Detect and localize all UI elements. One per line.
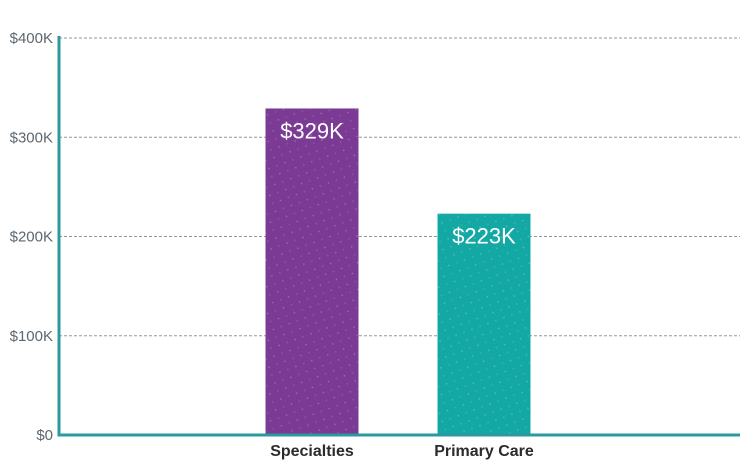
bar-texture-specialties <box>265 108 359 435</box>
data-label-primary-care: $223K <box>452 224 516 249</box>
gridlines <box>59 37 740 337</box>
bar-texture-primary-care <box>437 213 531 435</box>
x-axis-category-labels: Specialties Primary Care <box>270 443 534 460</box>
data-label-specialties: $329K <box>280 118 344 143</box>
y-tick-label: $0 <box>36 427 53 444</box>
category-label-primary-care: Primary Care <box>434 443 534 460</box>
y-tick-label: $200K <box>10 229 53 246</box>
category-label-specialties: Specialties <box>270 443 354 460</box>
y-axis-tick-labels: $0 $100K $200K $300K $400K <box>10 30 53 444</box>
y-tick-label: $400K <box>10 30 53 47</box>
bars <box>265 108 531 435</box>
y-tick-label: $100K <box>10 328 53 345</box>
y-tick-label: $300K <box>10 129 53 146</box>
data-labels: $329K $223K <box>280 118 516 248</box>
